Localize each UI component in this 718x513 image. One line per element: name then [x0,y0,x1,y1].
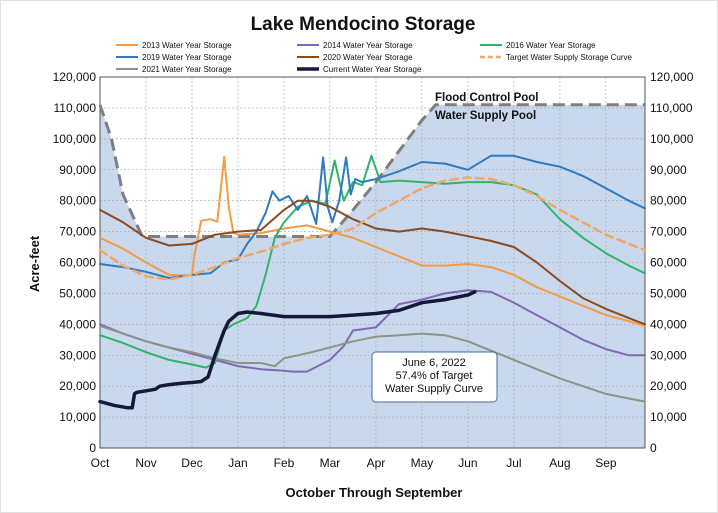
series-line-4 [99,199,646,326]
y-tick-label-right: 10,000 [650,410,687,424]
y-tick-label-left: 20,000 [59,379,96,393]
legend-label: 2021 Water Year Storage [142,65,232,74]
annotation-line: June 6, 2022 [402,357,466,369]
y-tick-label-right: 30,000 [650,348,687,362]
legend-label: 2016 Water Year Storage [506,41,596,50]
flood-control-curve [98,103,645,238]
legend: 2013 Water Year Storage 2014 Water Year S… [116,41,633,74]
annotation-line: Water Supply Curve [385,383,483,395]
legend-label: 2013 Water Year Storage [142,41,232,50]
y-tick-label-right: 100,000 [650,132,694,146]
y-tick-label-right: 50,000 [650,286,687,300]
x-tick-label: Aug [549,456,570,470]
series-line-0 [99,155,646,327]
y-tick-label-left: 30,000 [59,348,96,362]
annotation-box [371,351,498,403]
x-tick-label: Jun [458,456,477,470]
y-tick-label-left: 90,000 [59,163,96,177]
y-tick-label-left: 70,000 [59,225,96,239]
y-tick-label-right: 90,000 [650,163,687,177]
y-tick-label-right: 40,000 [650,317,687,331]
y-tick-label-left: 80,000 [59,194,96,208]
x-tick-label: Jul [506,456,521,470]
x-axis-title: October Through September [286,485,463,500]
y-tick-label-right: 80,000 [650,194,687,208]
legend-label: 2014 Water Year Storage [323,41,413,50]
plot-border [99,76,646,449]
x-tick-label: Mar [320,456,341,470]
y-tick-label-right: 20,000 [650,379,687,393]
y-tick-label-left: 50,000 [59,286,96,300]
legend-label: Current Water Year Storage [323,65,422,74]
x-tick-label: Nov [135,456,156,470]
legend-label: Target Water Supply Storage Curve [506,53,633,62]
legend-label: 2020 Water Year Storage [323,53,413,62]
y-axis-title: Acre-feet [27,235,42,292]
x-tick-label: Feb [274,456,295,470]
y-tick-label-right: 110,000 [650,101,693,115]
annotation-line: 57.4% of Target [396,370,473,382]
series-line-1 [99,289,646,373]
y-tick-label-left: 100,000 [53,132,97,146]
y-tick-label-left: 0 [89,441,96,455]
y-tick-label-right: 60,000 [650,256,687,270]
y-tick-label-left: 60,000 [59,256,96,270]
y-tick-label-left: 110,000 [54,101,97,115]
y-tick-label-left: 40,000 [59,317,96,331]
y-tick-label-left: 120,000 [53,70,97,84]
x-tick-label: Dec [181,456,202,470]
x-tick-label: Jan [228,456,247,470]
y-tick-label-left: 10,000 [59,410,96,424]
series-line-7 [98,290,477,410]
series-line-5 [98,176,647,281]
water-supply-pool-label: Water Supply Pool [435,110,536,122]
x-tick-label: Sep [595,456,617,470]
y-tick-label-right: 70,000 [650,225,687,239]
x-tick-label: May [411,456,434,470]
series-line-6 [99,324,646,403]
chart-title: Lake Mendocino Storage [251,14,476,35]
plot-area: 0 0 10,000 10,000 20,000 20,000 30,000 30,000 40… [53,70,694,470]
x-tick-label: Oct [91,456,110,470]
x-tick-label: Apr [367,456,386,470]
y-tick-label-right: 120,000 [650,70,694,84]
flood-control-pool-label: Flood Control Pool [435,92,538,104]
legend-label: 2019 Water Year Storage [142,53,232,62]
y-tick-label-right: 0 [650,441,657,455]
